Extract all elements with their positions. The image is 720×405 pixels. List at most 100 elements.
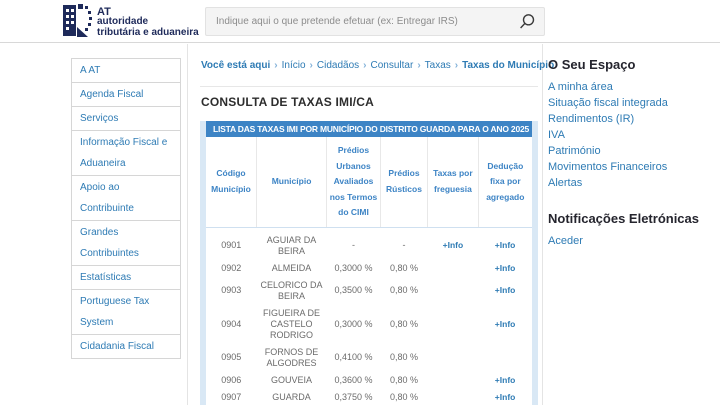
espaco-link[interactable]: IVA — [548, 129, 565, 141]
cell-deducao-agregado: +Info — [478, 372, 532, 389]
cell-deducao-agregado: +Info — [478, 227, 532, 260]
cell-predios-urbanos: - — [351, 240, 355, 250]
cell-codigo: 0902 — [221, 262, 242, 273]
tax-table: Código Município Município Prédios Urbanos… — [206, 137, 532, 405]
espaco-link[interactable]: Património — [548, 145, 601, 157]
at-logo[interactable]: AT autoridade tributária e aduaneira — [63, 4, 199, 38]
column-header: Prédios Urbanos Avaliados nos Termos do … — [326, 137, 381, 228]
cell-predios-urbanos: 0,4100 % — [334, 352, 373, 362]
breadcrumb-item[interactable]: Cidadãos — [316, 60, 360, 71]
logo-line2: autoridade — [97, 16, 149, 27]
cell-codigo: 0904 — [221, 318, 242, 329]
cell-codigo: 0901 — [221, 240, 242, 250]
cell-codigo: 0907 — [221, 391, 242, 402]
cell-municipio: GOUVEIA — [271, 374, 313, 385]
cell-municipio: AGUIAR DA BEIRA — [266, 234, 317, 256]
cell-codigo: 0906 — [221, 374, 242, 385]
sidebar-item[interactable]: A AT — [71, 58, 181, 83]
cell-taxas-freguesia — [428, 305, 479, 344]
sidebar-item[interactable]: Cidadania Fiscal — [71, 334, 181, 359]
table-row: 0906 GOUVEIA 0,3600 % 0,80 % +Info — [206, 372, 532, 389]
cell-predios-urbanos: 0,3500 % — [334, 285, 373, 295]
sidebar-item[interactable]: Serviços — [71, 106, 181, 131]
sidebar-item[interactable]: Estatísticas — [71, 265, 181, 290]
table-row: 0907 GUARDA 0,3750 % 0,80 % +Info — [206, 389, 532, 405]
seu-espaco-links: A minha área Situação fiscal integrada Ren… — [548, 79, 716, 191]
cell-municipio: CELORICO DA BEIRA — [260, 279, 323, 301]
cell-taxas-freguesia: +Info — [428, 227, 479, 260]
breadcrumb-item[interactable]: Taxas do Município — [462, 60, 555, 71]
espaco-link[interactable]: Movimentos Financeiros — [548, 161, 668, 173]
breadcrumb-separator-icon: › — [274, 60, 278, 71]
cell-predios-rusticos: 0,80 % — [389, 391, 419, 402]
column-header: Código Município — [206, 137, 257, 228]
cell-deducao-agregado: +Info — [478, 305, 532, 344]
breadcrumb: Você está aqui › Início › Cidadãos › Consultar… — [201, 60, 554, 71]
info-link-deducao[interactable]: +Info — [494, 262, 516, 273]
cell-taxas-freguesia — [428, 372, 479, 389]
sidebar-item[interactable]: Grandes Contribuintes — [71, 220, 181, 266]
info-link-deducao[interactable]: +Info — [494, 391, 516, 402]
top-header: AT autoridade tributária e aduaneira — [0, 0, 720, 43]
table-row: 0905 FORNOS DE ALGODRES 0,4100 % 0,80 % — [206, 344, 532, 372]
cell-predios-rusticos: 0,80 % — [389, 352, 419, 362]
breadcrumb-separator-icon: › — [363, 60, 367, 71]
table-row: 0903 CELORICO DA BEIRA 0,3500 % 0,80 % +Info — [206, 277, 532, 305]
seu-espaco-title: O Seu Espaço — [548, 57, 636, 72]
breadcrumb-separator-icon: › — [309, 60, 313, 71]
breadcrumb-item[interactable]: Consultar — [370, 60, 414, 71]
sidebar-item[interactable]: Informação Fiscal e Aduaneira — [71, 130, 181, 176]
cell-predios-rusticos: 0,80 % — [389, 285, 419, 295]
breadcrumb-item[interactable]: Taxas — [424, 60, 451, 71]
table-row: 0902 ALMEIDA 0,3000 % 0,80 % +Info — [206, 260, 532, 277]
logo-acronym: AT — [97, 6, 111, 18]
divider-right — [542, 44, 543, 405]
info-link-deducao[interactable]: +Info — [494, 285, 516, 295]
breadcrumb-separator-icon: › — [417, 60, 421, 71]
cell-predios-rusticos: 0,80 % — [389, 262, 419, 273]
search-button[interactable] — [516, 13, 538, 32]
left-nav: A AT Agenda Fiscal Serviços Informação Fisc… — [71, 58, 181, 359]
sidebar-item[interactable]: Portuguese Tax System — [71, 289, 181, 335]
table-row: 0904 FIGUEIRA DE CASTELO RODRIGO 0,3000 % 0… — [206, 305, 532, 344]
logo-line3: tributária e aduaneira — [97, 27, 199, 38]
search-icon — [520, 14, 535, 29]
espaco-link[interactable]: Rendimentos (IR) — [548, 113, 635, 125]
espaco-link[interactable]: Alertas — [548, 177, 583, 189]
info-link-deducao[interactable]: +Info — [494, 240, 516, 250]
cell-municipio: ALMEIDA — [271, 262, 312, 273]
table-row: 0901 AGUIAR DA BEIRA - - +Info +Info — [206, 227, 532, 260]
cell-predios-rusticos: 0,80 % — [389, 318, 419, 329]
cell-predios-urbanos: 0,3000 % — [334, 262, 373, 273]
cell-taxas-freguesia — [428, 344, 479, 372]
espaco-link[interactable]: A minha área — [548, 81, 613, 93]
table-banner: LISTA DAS TAXAS IMI POR MUNICÍPIO DO DIS… — [206, 121, 532, 137]
cell-deducao-agregado: +Info — [478, 389, 532, 405]
column-header: Prédios Rústicos — [379, 137, 428, 228]
cell-taxas-freguesia — [428, 277, 479, 305]
column-header: Dedução fixa por agregado — [477, 137, 532, 228]
search-input[interactable] — [206, 8, 544, 35]
cell-municipio: GUARDA — [272, 391, 311, 402]
info-link-deducao[interactable]: +Info — [494, 374, 516, 385]
breadcrumb-item[interactable]: Início — [281, 60, 306, 71]
cell-predios-rusticos: - — [402, 240, 406, 250]
info-link-freguesia[interactable]: +Info — [442, 240, 464, 250]
search-box — [205, 7, 545, 36]
cell-codigo: 0905 — [221, 352, 242, 362]
cell-deducao-agregado: +Info — [478, 260, 532, 277]
notificacoes-link[interactable]: Aceder — [548, 235, 583, 247]
cell-taxas-freguesia — [428, 260, 479, 277]
notificacoes-title: Notificações Eletrónicas — [548, 211, 699, 226]
info-link-deducao[interactable]: +Info — [494, 318, 516, 329]
page-title: CONSULTA DE TAXAS IMI/CA — [201, 95, 375, 109]
sidebar-item[interactable]: Apoio ao Contribuinte — [71, 175, 181, 221]
tax-table-container: LISTA DAS TAXAS IMI POR MUNICÍPIO DO DIS… — [200, 121, 538, 405]
sidebar-item[interactable]: Agenda Fiscal — [71, 82, 181, 107]
espaco-link[interactable]: Situação fiscal integrada — [548, 97, 668, 109]
main-content: Você está aqui › Início › Cidadãos › Consultar… — [200, 44, 554, 405]
at-logo-icon — [63, 4, 92, 37]
breadcrumb-divider — [200, 86, 538, 87]
cell-deducao-agregado: +Info — [478, 277, 532, 305]
